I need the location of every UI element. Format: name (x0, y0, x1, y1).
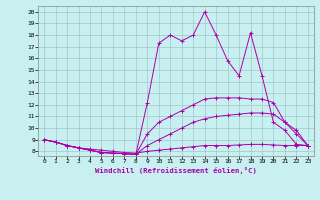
X-axis label: Windchill (Refroidissement éolien,°C): Windchill (Refroidissement éolien,°C) (95, 167, 257, 174)
